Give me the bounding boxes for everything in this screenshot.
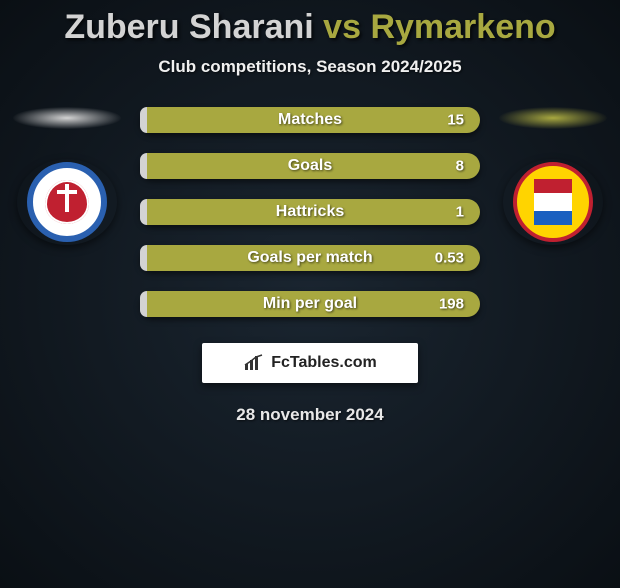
left-column — [12, 107, 122, 245]
bar-left-fill — [140, 245, 147, 271]
player1-name: Zuberu Sharani — [64, 8, 313, 46]
badge-ring-right — [513, 162, 593, 242]
stat-label: Min per goal — [263, 295, 357, 313]
bar-left-fill — [140, 291, 147, 317]
stat-bar-goals-per-match: Goals per match 0.53 — [140, 245, 480, 271]
bar-left-fill — [140, 107, 147, 133]
stat-value-right: 15 — [447, 112, 464, 129]
page-title: Zuberu Sharani vs Rymarkeno — [0, 8, 620, 47]
bar-left-fill — [140, 153, 147, 179]
bar-left-fill — [140, 199, 147, 225]
stat-value-right: 0.53 — [435, 250, 464, 267]
stat-value-right: 8 — [456, 158, 464, 175]
stat-bar-min-per-goal: Min per goal 198 — [140, 291, 480, 317]
player1-ellipse — [13, 107, 121, 129]
chart-icon — [243, 354, 265, 372]
crest-icon — [45, 180, 89, 224]
dukla-banska-bystrica-badge — [503, 159, 603, 245]
stat-label: Goals — [288, 157, 332, 175]
stat-value-right: 1 — [456, 204, 464, 221]
player2-name: Rymarkeno — [370, 8, 555, 46]
stat-value-right: 198 — [439, 296, 464, 313]
stat-bar-matches: Matches 15 — [140, 107, 480, 133]
branding-box: FcTables.com — [202, 343, 418, 383]
branding-text: FcTables.com — [271, 354, 377, 372]
stat-bar-hattricks: Hattricks 1 — [140, 199, 480, 225]
stat-label: Matches — [278, 111, 342, 129]
slovan-bratislava-badge — [17, 159, 117, 245]
stat-label: Hattricks — [276, 203, 344, 221]
date-label: 28 november 2024 — [0, 405, 620, 425]
right-column — [498, 107, 608, 245]
stat-label: Goals per match — [247, 249, 372, 267]
main-content: Matches 15 Goals 8 Hattricks 1 Goals per… — [0, 107, 620, 317]
player2-ellipse — [499, 107, 607, 129]
badge-ring-left — [27, 162, 107, 242]
stat-bar-goals: Goals 8 — [140, 153, 480, 179]
stats-bars: Matches 15 Goals 8 Hattricks 1 Goals per… — [140, 107, 480, 317]
crest-icon — [534, 179, 572, 225]
subtitle: Club competitions, Season 2024/2025 — [0, 57, 620, 77]
vs-label: vs — [323, 8, 361, 46]
